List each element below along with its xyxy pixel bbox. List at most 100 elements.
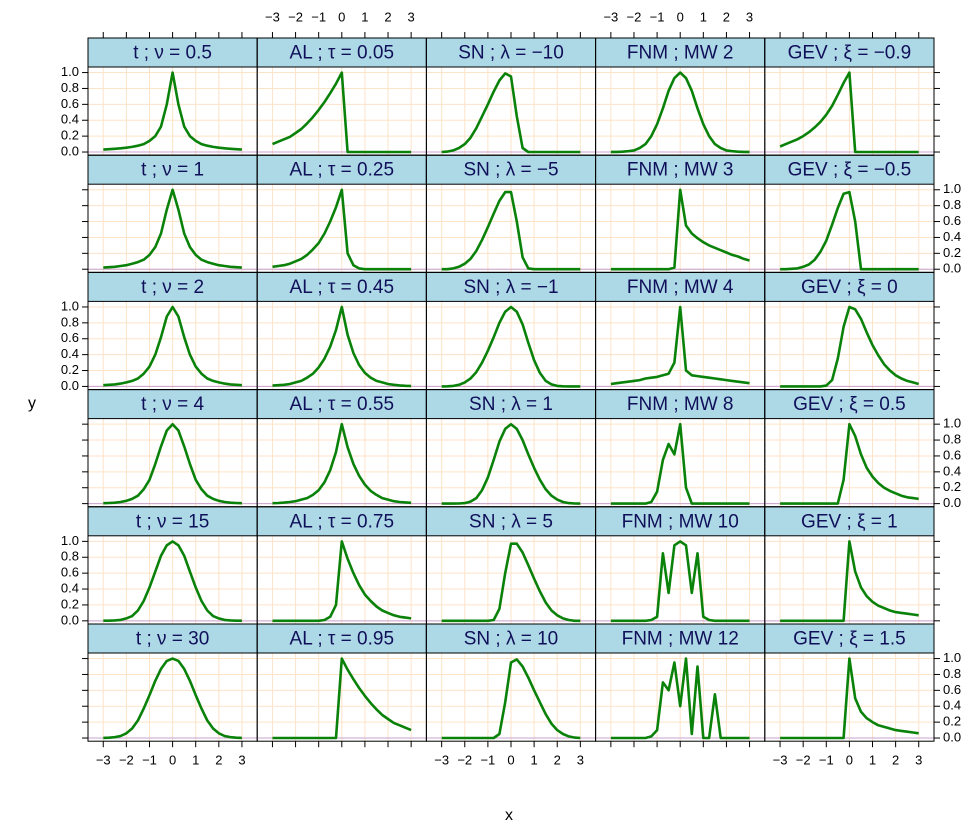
y-tick-label: 0.0 — [943, 729, 961, 744]
x-tick-label: −3 — [773, 753, 788, 768]
panel-title: t ; ν = 0.5 — [133, 43, 212, 64]
strip — [595, 506, 766, 537]
y-tick-label: 0.2 — [61, 362, 79, 377]
x-tick-label: 0 — [507, 753, 514, 768]
panel-title: SN ; λ = 5 — [469, 511, 553, 532]
curve — [271, 71, 412, 154]
x-tick-label: 0 — [169, 753, 176, 768]
y-tick-label: 0.8 — [943, 666, 961, 681]
y-tick-label: 0.4 — [61, 112, 79, 127]
curve — [780, 540, 919, 623]
x-tick-label: 3 — [408, 9, 415, 24]
curve — [780, 422, 919, 505]
panel-title: FNM ; MW 4 — [627, 277, 734, 298]
curve — [610, 71, 750, 154]
y-tick-label: 1.0 — [943, 181, 961, 196]
y-tick-label: 0.6 — [61, 96, 79, 111]
panel-title: GEV ; ξ = 1 — [801, 511, 898, 532]
strip — [764, 154, 935, 185]
y-tick-label: 0.8 — [943, 431, 961, 446]
curve — [272, 188, 412, 271]
x-tick-label: −1 — [819, 753, 834, 768]
curve — [441, 305, 581, 388]
y-tick-label: 0.2 — [943, 245, 961, 260]
curve — [441, 422, 581, 505]
y-tick-label: 0.2 — [61, 128, 79, 143]
y-tick-label: 0.4 — [943, 229, 961, 244]
x-tick-label: 1 — [530, 753, 537, 768]
curve — [103, 71, 242, 151]
curve — [780, 657, 919, 740]
y-tick-label: 0.2 — [943, 714, 961, 729]
x-tick-label: 2 — [892, 753, 899, 768]
panel-title: t ; ν = 30 — [136, 629, 209, 650]
strip — [256, 506, 427, 537]
strip — [425, 623, 597, 654]
panel-title: AL ; τ = 0.25 — [290, 160, 395, 181]
x-tick-label: −1 — [142, 753, 157, 768]
x-tick-label: 3 — [577, 753, 584, 768]
strip — [87, 506, 258, 537]
panel-title: SN ; λ = −1 — [463, 277, 558, 298]
curve — [103, 540, 242, 623]
curve — [610, 540, 750, 623]
y-tick-label: 0.8 — [61, 549, 79, 564]
panel-title: FNM ; MW 10 — [622, 511, 739, 532]
y-tick-label: 0.6 — [943, 682, 961, 697]
curve — [780, 190, 919, 271]
panel-title: t ; ν = 2 — [141, 277, 204, 298]
curve — [780, 305, 920, 388]
x-tick-label: −3 — [603, 9, 618, 24]
y-tick-label: 0.0 — [61, 378, 79, 393]
y-tick-label: 1.0 — [61, 298, 79, 313]
panel-title: AL ; τ = 0.45 — [290, 277, 395, 298]
strip — [256, 389, 427, 420]
y-tick-label: 1.0 — [61, 64, 79, 79]
curve — [441, 658, 581, 740]
y-tick-label: 0.2 — [943, 479, 961, 494]
y-tick-label: 0.4 — [943, 463, 961, 478]
y-tick-label: 0.6 — [943, 213, 961, 228]
curve — [610, 305, 750, 386]
curve — [441, 190, 581, 271]
curve — [610, 657, 750, 740]
y-tick-label: 1.0 — [943, 650, 961, 665]
x-tick-label: −2 — [119, 753, 134, 768]
strip — [595, 37, 766, 68]
panel-title: FNM ; MW 12 — [622, 629, 739, 650]
x-tick-label: −1 — [311, 9, 326, 24]
y-tick-label: 0.8 — [61, 314, 79, 329]
panel-title: GEV ; ξ = 0.5 — [793, 394, 906, 415]
y-tick-label: 0.6 — [61, 330, 79, 345]
panel-title: t ; ν = 15 — [136, 511, 209, 532]
x-tick-label: 2 — [554, 753, 561, 768]
y-tick-label: 1.0 — [61, 533, 79, 548]
panel-title: t ; ν = 1 — [141, 160, 204, 181]
x-tick-label: 1 — [869, 753, 876, 768]
panel-title: t ; ν = 4 — [141, 394, 204, 415]
x-tick-label: −3 — [96, 753, 111, 768]
strip — [425, 154, 597, 185]
strip — [764, 623, 935, 654]
y-tick-label: 1.0 — [943, 416, 961, 431]
strip — [595, 623, 766, 654]
panel-title: GEV ; ξ = 1.5 — [793, 629, 906, 650]
curve — [441, 72, 581, 154]
curve — [103, 657, 242, 740]
panel-title: AL ; τ = 0.75 — [290, 511, 395, 532]
curve — [103, 305, 242, 387]
curve — [610, 422, 750, 505]
curve — [272, 305, 412, 388]
y-axis-label: y — [28, 395, 36, 412]
curve — [103, 422, 242, 505]
x-tick-label: −2 — [627, 9, 642, 24]
curve — [441, 542, 581, 623]
strip — [425, 37, 597, 68]
panel-title: FNM ; MW 2 — [627, 43, 734, 64]
panel-title: FNM ; MW 3 — [627, 160, 734, 181]
panel-title: GEV ; ξ = −0.5 — [788, 160, 912, 181]
panel-title: SN ; λ = −10 — [458, 43, 564, 64]
y-tick-label: 0.0 — [61, 143, 79, 158]
x-tick-label: 3 — [746, 9, 753, 24]
